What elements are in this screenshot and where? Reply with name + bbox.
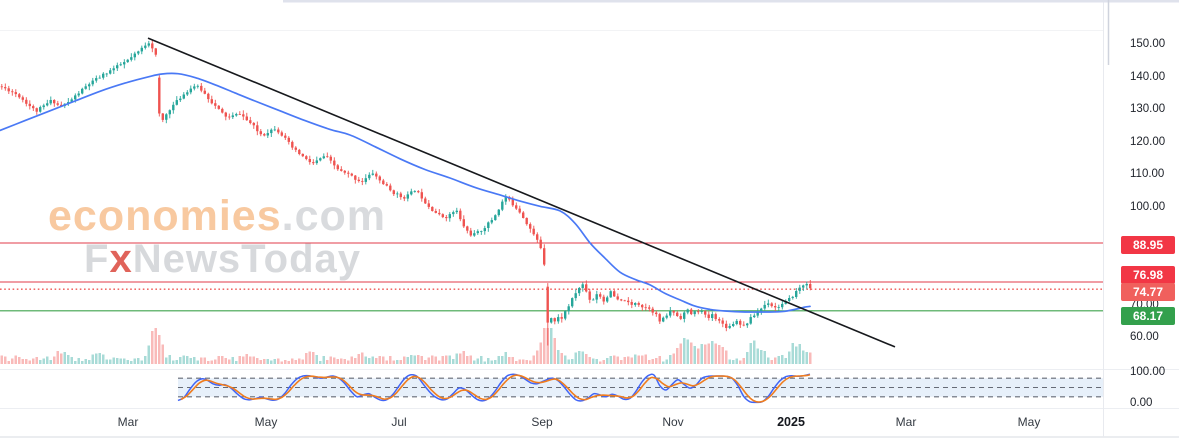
volume-bars bbox=[0, 328, 812, 364]
price-level-badge: 74.77 bbox=[1121, 283, 1175, 301]
price-axis[interactable]: 150.00 140.00 130.00 120.00 110.00 100.00 70.0… bbox=[1103, 0, 1179, 437]
time-axis-label[interactable]: Sep bbox=[531, 415, 553, 429]
time-axis-label[interactable]: Mar bbox=[117, 415, 139, 429]
time-axis-label[interactable]: Jul bbox=[391, 415, 407, 429]
watermark-tagline: FxNewsToday bbox=[84, 237, 361, 282]
price-level-badge: 76.98 bbox=[1121, 265, 1175, 284]
stochastic-k-line bbox=[177, 373, 811, 404]
price-tick-label: 60.00 bbox=[1130, 331, 1159, 344]
stochastic-d-line bbox=[180, 373, 811, 403]
time-axis-label[interactable]: Nov bbox=[662, 415, 684, 429]
price-tick-label: 130.00 bbox=[1130, 103, 1166, 116]
price-tick-label: 100.00 bbox=[1130, 201, 1166, 213]
price-tick-label: 120.00 bbox=[1130, 135, 1166, 148]
candles bbox=[0, 40, 812, 346]
ma-line bbox=[0, 72, 811, 313]
price-level-lines[interactable] bbox=[0, 242, 1103, 312]
time-axis-label[interactable]: May bbox=[1017, 415, 1041, 429]
top-edge-strip bbox=[283, 0, 1179, 3]
watermark-tagline-rest: NewsToday bbox=[132, 237, 362, 281]
oscillator-axis-label: 0.00 bbox=[1130, 397, 1153, 409]
watermark-brand: economies.com bbox=[48, 192, 386, 241]
price-tick-label: 110.00 bbox=[1130, 168, 1165, 181]
watermark-tagline-f: F bbox=[84, 237, 110, 281]
time-axis-label[interactable]: Mar bbox=[895, 415, 917, 429]
watermark-brand-suffix: .com bbox=[281, 192, 387, 240]
time-axis[interactable]: Mar May Jul Sep Nov 2025 Mar May bbox=[0, 409, 1179, 437]
time-axis-label[interactable]: May bbox=[254, 415, 278, 429]
price-tick-label: 150.00 bbox=[1130, 38, 1166, 50]
price-tick-label: 140.00 bbox=[1130, 70, 1166, 83]
oscillator-axis-label: 100.00 bbox=[1130, 366, 1166, 378]
watermark-tagline-x: x bbox=[109, 237, 133, 281]
trendline[interactable] bbox=[147, 37, 896, 348]
watermark-brand-name: economies bbox=[48, 192, 282, 240]
price-level-badge: 88.95 bbox=[1121, 235, 1175, 254]
time-axis-label[interactable]: 2025 bbox=[777, 415, 805, 429]
price-level-badge: 68.17 bbox=[1121, 306, 1175, 325]
